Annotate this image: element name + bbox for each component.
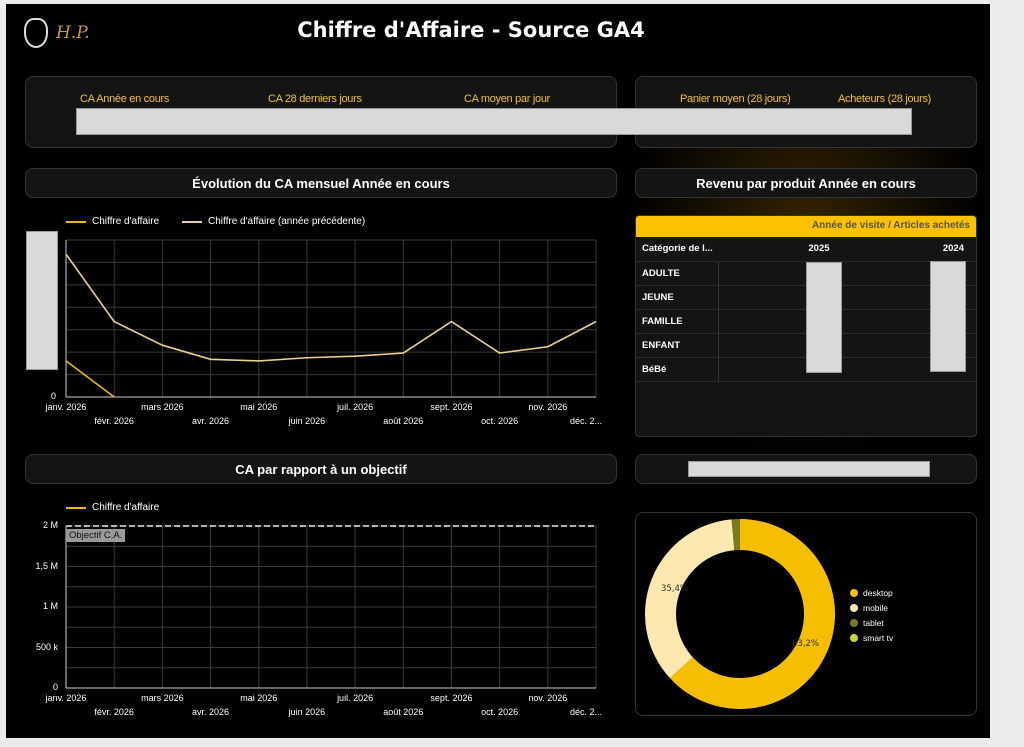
x-tick: juil. 2026 bbox=[337, 402, 374, 412]
objective-chart bbox=[65, 525, 597, 689]
section-product-title: Revenu par produit Année en cours bbox=[635, 168, 977, 198]
label-desktop: 63,2% bbox=[792, 639, 820, 649]
x-tick: oct. 2026 bbox=[481, 416, 519, 426]
dashboard: H.P. Chiffre d'Affaire - Source GA4 CA A… bbox=[6, 4, 990, 738]
values-2024-redacted bbox=[930, 261, 966, 372]
x-tick: oct. 2026 bbox=[481, 707, 519, 717]
page-title: Chiffre d'Affaire - Source GA4 bbox=[297, 18, 645, 42]
legend-item-tablet: tablet bbox=[850, 618, 884, 628]
series-line-0 bbox=[65, 360, 115, 398]
x-tick: janv. 2026 bbox=[45, 402, 87, 412]
x-tick: juin 2026 bbox=[288, 707, 326, 717]
x-tick: févr. 2026 bbox=[94, 416, 134, 426]
legend-label: desktop bbox=[863, 588, 893, 598]
legend-dot bbox=[850, 634, 858, 642]
slice-desktop bbox=[669, 519, 835, 709]
legend-item-desktop: desktop bbox=[850, 588, 893, 598]
monthly-chart bbox=[65, 239, 597, 398]
kpi-ca-annee: CA Année en cours bbox=[80, 93, 170, 105]
col-header-2025[interactable]: 2025 bbox=[718, 237, 905, 262]
kpi-acheteurs: Acheteurs (28 jours) bbox=[838, 93, 932, 105]
x-tick: déc. 2... bbox=[569, 707, 603, 717]
legend-dot bbox=[850, 589, 858, 597]
values-2025-redacted bbox=[806, 262, 842, 373]
kpi-values-redacted bbox=[76, 108, 912, 135]
col-header-category[interactable]: Catégorie de l... bbox=[636, 237, 718, 262]
x-tick: janv. 2026 bbox=[45, 693, 87, 703]
x-tick: sept. 2026 bbox=[430, 693, 473, 703]
x-tick: mars 2026 bbox=[141, 693, 184, 703]
legend-dot bbox=[850, 619, 858, 627]
slice-tablet bbox=[731, 519, 740, 551]
x-tick: févr. 2026 bbox=[94, 707, 134, 717]
kpi-ca-moyen: CA moyen par jour bbox=[464, 93, 550, 105]
section-objective-title: CA par rapport à un objectif bbox=[25, 454, 617, 484]
x-tick: mai 2026 bbox=[240, 402, 278, 412]
x-tick: mai 2026 bbox=[240, 693, 278, 703]
warner-bros-logo bbox=[24, 18, 48, 48]
harry-potter-logo: H.P. bbox=[56, 23, 90, 43]
x-tick: nov. 2026 bbox=[528, 693, 568, 703]
x-tick: nov. 2026 bbox=[528, 402, 568, 412]
y-tick: 2 M bbox=[42, 520, 58, 530]
legend-label: smart tv bbox=[863, 633, 894, 643]
legend-dot bbox=[850, 604, 858, 612]
x-tick: mars 2026 bbox=[141, 402, 184, 412]
y-tick: 0 bbox=[52, 682, 58, 692]
x-tick: sept. 2026 bbox=[430, 402, 473, 412]
slice-mobile bbox=[645, 519, 735, 679]
legend-label: tablet bbox=[863, 618, 884, 628]
legend-label: mobile bbox=[863, 603, 889, 613]
section-monthly-title: Évolution du CA mensuel Année en cours bbox=[25, 168, 617, 198]
col-header-2024[interactable]: 2024 bbox=[904, 237, 976, 262]
y-tick: 1 M bbox=[42, 601, 58, 611]
y-tick: 1,5 M bbox=[35, 560, 58, 571]
y-axis-redacted bbox=[26, 231, 58, 370]
legend-item-mobile: mobile bbox=[850, 603, 888, 613]
logo: H.P. bbox=[24, 16, 154, 50]
kpi-ca-28-jours: CA 28 derniers jours bbox=[268, 93, 362, 105]
device-donut bbox=[645, 519, 835, 709]
y-tick: 500 k bbox=[35, 641, 58, 652]
x-tick: déc. 2... bbox=[569, 416, 603, 426]
device-title-redacted bbox=[688, 461, 930, 477]
series-line-1 bbox=[65, 253, 597, 362]
x-tick: août 2026 bbox=[383, 416, 424, 426]
legend-previous: Chiffre d'affaire (année précédente) bbox=[182, 216, 365, 227]
x-tick: août 2026 bbox=[383, 707, 424, 717]
y-tick: 0 bbox=[50, 391, 56, 401]
x-tick: juil. 2026 bbox=[337, 693, 374, 703]
x-tick: avr. 2026 bbox=[192, 707, 230, 717]
x-tick: avr. 2026 bbox=[192, 416, 230, 426]
legend-current: Chiffre d'affaire bbox=[66, 216, 159, 227]
kpi-panier-moyen: Panier moyen (28 jours) bbox=[680, 93, 791, 105]
table-header-band: Année de visite / Articles achetés bbox=[636, 216, 976, 237]
legend-item-smart-tv: smart tv bbox=[850, 633, 893, 643]
legend-objective: Chiffre d'affaire bbox=[66, 502, 159, 513]
x-tick: juin 2026 bbox=[288, 416, 326, 426]
label-mobile: 35,4% bbox=[661, 584, 689, 594]
target-label: Objectif C.A. bbox=[66, 529, 126, 542]
